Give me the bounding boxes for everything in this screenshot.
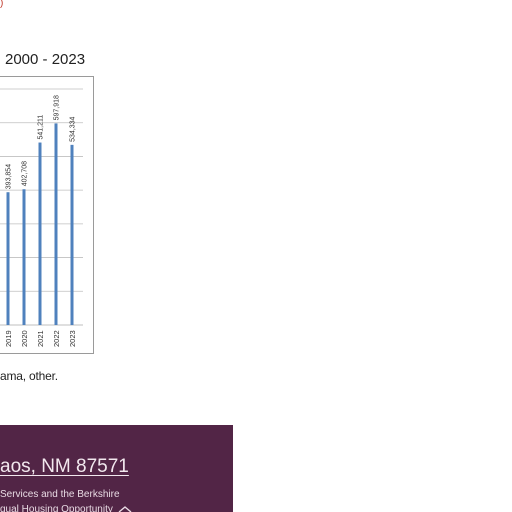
chart-footnote: ama, other. <box>0 369 58 383</box>
tick-label-2021: 2021 <box>36 330 45 347</box>
value-label-2019: 393,854 <box>6 164 13 189</box>
tick-label-2019: 2019 <box>4 330 13 347</box>
bar-2019 <box>6 192 10 325</box>
equal-housing-icon <box>118 506 132 512</box>
bar-2021 <box>38 142 42 325</box>
bar-2023 <box>70 144 74 325</box>
footer-disclaimer-line-2: qual Housing Opportunity <box>0 504 113 512</box>
bar-chart: 393,854 2019 402,708 2020 541,211 2021 597,918… <box>0 76 94 354</box>
value-label-2020: 402,708 <box>22 161 29 186</box>
chart-svg: 393,854 2019 402,708 2020 541,211 2021 597,918… <box>0 88 83 347</box>
chart-title: 2000 - 2023 <box>5 51 86 68</box>
tick-label-2023: 2023 <box>68 330 77 347</box>
bar-2022 <box>54 123 58 325</box>
tick-label-2022: 2022 <box>52 330 61 347</box>
footer: aos, NM 87571 Services and the Berkshire… <box>0 425 233 512</box>
bar-2020 <box>22 189 26 325</box>
value-label-2022: 597,918 <box>54 95 61 120</box>
tick-label-2020: 2020 <box>20 330 29 347</box>
footer-address-link[interactable]: aos, NM 87571 <box>0 456 129 477</box>
top-mark: ) <box>0 0 4 9</box>
value-label-2023: 534,334 <box>70 116 77 141</box>
value-label-2021: 541,211 <box>38 115 45 140</box>
footer-disclaimer-line-1: Services and the Berkshire <box>0 489 120 500</box>
